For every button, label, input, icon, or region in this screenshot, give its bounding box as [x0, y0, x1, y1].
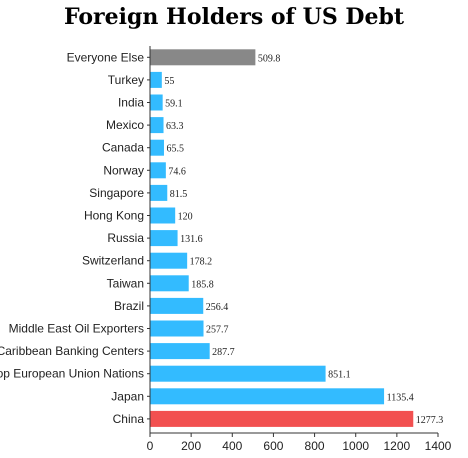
category-label: Mexico	[106, 118, 144, 132]
category-label: Caribbean Banking Centers	[0, 344, 144, 358]
bar	[150, 49, 256, 66]
value-label: 63.3	[166, 121, 184, 132]
x-tick-label: 1000	[342, 439, 369, 453]
category-label: Switzerland	[82, 254, 144, 268]
value-label: 1277.3	[416, 415, 444, 426]
bar	[150, 94, 163, 111]
x-tick-label: 0	[147, 439, 154, 453]
value-label: 287.7	[212, 347, 235, 358]
category-label: Norway	[103, 163, 144, 177]
category-label: Japan	[111, 389, 144, 403]
x-tick-label: 1200	[384, 439, 411, 453]
bar	[150, 184, 168, 201]
value-label: 257.7	[206, 325, 229, 336]
bar	[150, 410, 414, 427]
bar	[150, 162, 166, 179]
x-tick-label: 800	[305, 439, 325, 453]
value-label: 185.8	[191, 279, 214, 290]
category-label: Everyone Else	[67, 50, 145, 64]
bar	[150, 71, 162, 88]
x-tick-label: 600	[263, 439, 283, 453]
value-label: 120	[178, 212, 193, 223]
x-tick-label: 200	[181, 439, 201, 453]
chart-title: Foreign Holders of US Debt	[63, 4, 405, 30]
value-label: 178.2	[190, 257, 213, 268]
bar	[150, 365, 326, 382]
bar	[150, 230, 178, 247]
category-label: Canada	[102, 141, 144, 155]
category-label: Hong Kong	[84, 209, 144, 223]
bar	[150, 320, 204, 337]
category-label: Singapore	[89, 186, 144, 200]
category-label: Middle East Oil Exporters	[9, 322, 144, 336]
value-label: 74.6	[168, 166, 186, 177]
value-label: 65.5	[166, 144, 184, 155]
category-label: Brazil	[114, 299, 144, 313]
bar	[150, 297, 204, 314]
bar	[150, 139, 164, 156]
x-tick-label: 1400	[425, 439, 452, 453]
value-label: 131.6	[180, 234, 203, 245]
value-label: 256.4	[206, 302, 229, 313]
bar	[150, 117, 164, 134]
category-label: Taiwan	[107, 276, 144, 290]
value-label: 851.1	[328, 370, 351, 381]
value-label: 81.5	[170, 189, 188, 200]
value-label: 509.8	[258, 53, 281, 64]
category-label: Russia	[107, 231, 144, 245]
bar	[150, 207, 176, 224]
category-label: Turkey	[108, 73, 144, 87]
bar	[150, 275, 189, 292]
category-label: Top European Union Nations	[0, 367, 144, 381]
value-label: 1135.4	[387, 392, 414, 403]
x-tick-label: 400	[222, 439, 242, 453]
category-label: China	[113, 412, 145, 426]
value-label: 55	[164, 76, 174, 87]
bar	[150, 388, 385, 405]
value-label: 59.1	[165, 99, 183, 110]
category-label: India	[118, 96, 144, 110]
bar	[150, 343, 210, 360]
bar	[150, 252, 188, 269]
